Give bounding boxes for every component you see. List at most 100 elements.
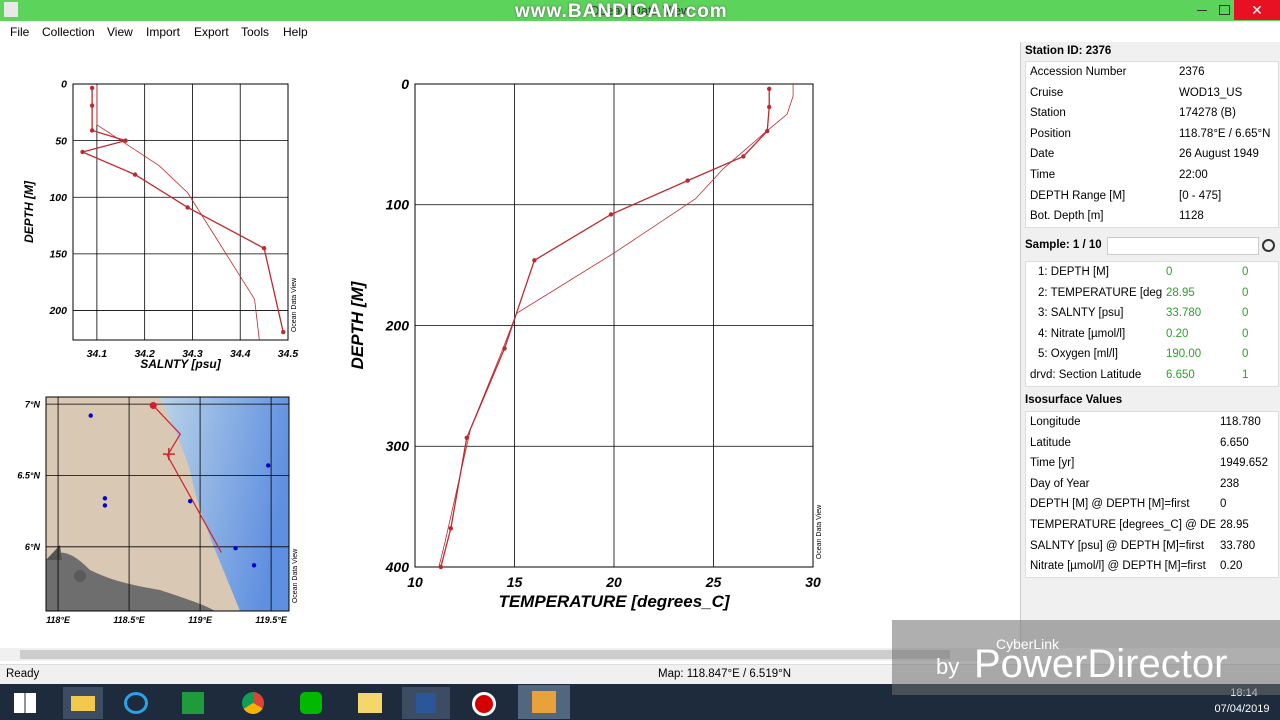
start-button[interactable]	[14, 693, 36, 713]
x-tick-label: 119°E	[188, 615, 213, 625]
x-tick-label: 10	[407, 574, 423, 590]
menu-item[interactable]: Tools	[241, 25, 270, 39]
cell: DEPTH [M] @ DEPTH [M]=first	[1030, 498, 1190, 511]
station-dot	[266, 463, 271, 468]
cell: Station	[1030, 107, 1066, 120]
info-table: Accession Number 2376 Cruise WOD13_US Statio…	[1025, 61, 1279, 228]
y-tick-label: 200	[48, 305, 67, 317]
menu-item[interactable]: Help	[283, 25, 308, 39]
search-field[interactable]	[1107, 237, 1259, 255]
close-button[interactable]: ✕	[1234, 0, 1280, 20]
x-axis-label: SALNTY [psu]	[140, 357, 221, 371]
y-tick-label: 0	[61, 79, 67, 91]
cell: [0 - 475]	[1179, 189, 1222, 202]
menu-item[interactable]: File	[10, 25, 30, 39]
cell: Position	[1030, 127, 1071, 140]
cell: 118.780	[1220, 416, 1261, 428]
explorer-icon[interactable]	[63, 687, 103, 719]
y-tick-label: 0	[401, 76, 409, 92]
search-button[interactable]	[1262, 239, 1275, 252]
table-row: Bot. Depth [m] 1128	[1026, 206, 1278, 227]
x-tick-label: 119.5°E	[255, 615, 287, 625]
scroll-thumb[interactable]	[20, 650, 950, 659]
table-row: Time [yr] 1949.652	[1026, 453, 1278, 474]
table-row: Latitude 6.650	[1026, 433, 1278, 454]
y-tick-label: 300	[386, 438, 410, 454]
menu-bar: File Collection View Import Export Tools Help	[0, 21, 1280, 42]
profile-line	[96, 85, 260, 341]
cell: 33.780	[1220, 539, 1256, 552]
menu-item[interactable]: Import	[146, 25, 181, 39]
section-title: Sample: 1 / 10	[1025, 239, 1102, 251]
folder-icon[interactable]	[358, 693, 382, 713]
restore-button[interactable]	[1219, 5, 1230, 15]
table-row: Date 26 August 1949	[1026, 144, 1278, 165]
cell: 28.95	[1166, 286, 1195, 299]
y-tick-label: 6°N	[25, 542, 41, 552]
odv-task[interactable]	[518, 685, 570, 719]
info-table: 1: DEPTH [M] 0 0 2: TEMPERATURE [deg 28.95 0 3…	[1025, 261, 1279, 387]
plot-watermark: Ocean Data View	[292, 548, 299, 603]
minimize-button[interactable]	[1192, 0, 1212, 20]
cell: 26 August 1949	[1179, 148, 1259, 161]
x-tick-label: 15	[507, 574, 523, 590]
line-icon[interactable]	[300, 692, 322, 714]
table-row: Position 118.78°E / 6.65°N	[1026, 124, 1278, 145]
table-row: Accession Number 2376	[1026, 62, 1278, 83]
menu-item[interactable]: Export	[194, 25, 229, 39]
y-tick-label: 150	[49, 249, 67, 261]
data-point	[89, 85, 95, 91]
cell: Time [yr]	[1030, 457, 1075, 470]
section-title: Station ID: 2376	[1025, 45, 1112, 57]
station-panel: Station ID: 2376 Accession Number 2376 Crui…	[1020, 42, 1280, 648]
profile-line	[80, 87, 284, 333]
cell: Date	[1030, 148, 1055, 161]
cell: 6.650	[1166, 368, 1195, 381]
ie-icon[interactable]	[124, 692, 148, 714]
cell: 3: SALNTY [psu]	[1038, 307, 1124, 320]
data-point	[123, 138, 128, 143]
cell: 6.650	[1220, 436, 1249, 449]
cell: 0.20	[1220, 560, 1243, 573]
table-row: 3: SALNTY [psu] 33.780 0	[1026, 303, 1278, 324]
profile-line	[440, 88, 770, 568]
word-task[interactable]	[402, 687, 450, 719]
salinity-frame	[72, 83, 289, 341]
cell: WOD13_US	[1179, 86, 1243, 99]
y-axis-label: DEPTH [M]	[22, 180, 36, 243]
data-point	[448, 526, 454, 531]
data-point	[438, 564, 444, 570]
data-point	[608, 212, 614, 217]
cell: Day of Year	[1030, 477, 1090, 490]
cell: Time	[1030, 168, 1056, 181]
cell: Cruise	[1030, 86, 1064, 99]
y-tick-label: 200	[385, 317, 410, 333]
plot-watermark: Ocean Data View	[291, 277, 298, 332]
profile-line	[438, 84, 794, 568]
cell: Bot. Depth [m]	[1030, 210, 1104, 223]
current-station	[162, 448, 175, 461]
menu-item[interactable]: Collection	[42, 25, 95, 39]
table-row: 4: Nitrate [µmol/l] 0.20 0	[1026, 324, 1278, 345]
cell: 1949.652	[1220, 457, 1268, 470]
profile-line	[152, 405, 222, 553]
cell: 0	[1242, 286, 1249, 299]
chrome-icon[interactable]	[242, 692, 264, 714]
section-title: Isosurface Values	[1025, 394, 1123, 406]
x-axis-label: TEMPERATURE [degrees_C]	[498, 592, 730, 611]
store-icon[interactable]	[182, 692, 204, 714]
station-dot	[102, 503, 108, 508]
table-row: DEPTH [M] @ DEPTH [M]=first 0	[1026, 494, 1278, 515]
station-dot	[88, 413, 93, 418]
data-point	[741, 154, 746, 159]
cell: 2: TEMPERATURE [deg	[1038, 286, 1162, 299]
station-dot	[233, 546, 238, 551]
y-tick-label: 400	[385, 559, 410, 575]
bandicam-task[interactable]	[472, 692, 496, 716]
cell: 4: Nitrate [µmol/l]	[1038, 327, 1126, 340]
menu-item[interactable]: View	[107, 25, 133, 39]
cell: 0	[1242, 327, 1249, 340]
cell: SALNTY [psu] @ DEPTH [M]=first	[1030, 539, 1205, 552]
